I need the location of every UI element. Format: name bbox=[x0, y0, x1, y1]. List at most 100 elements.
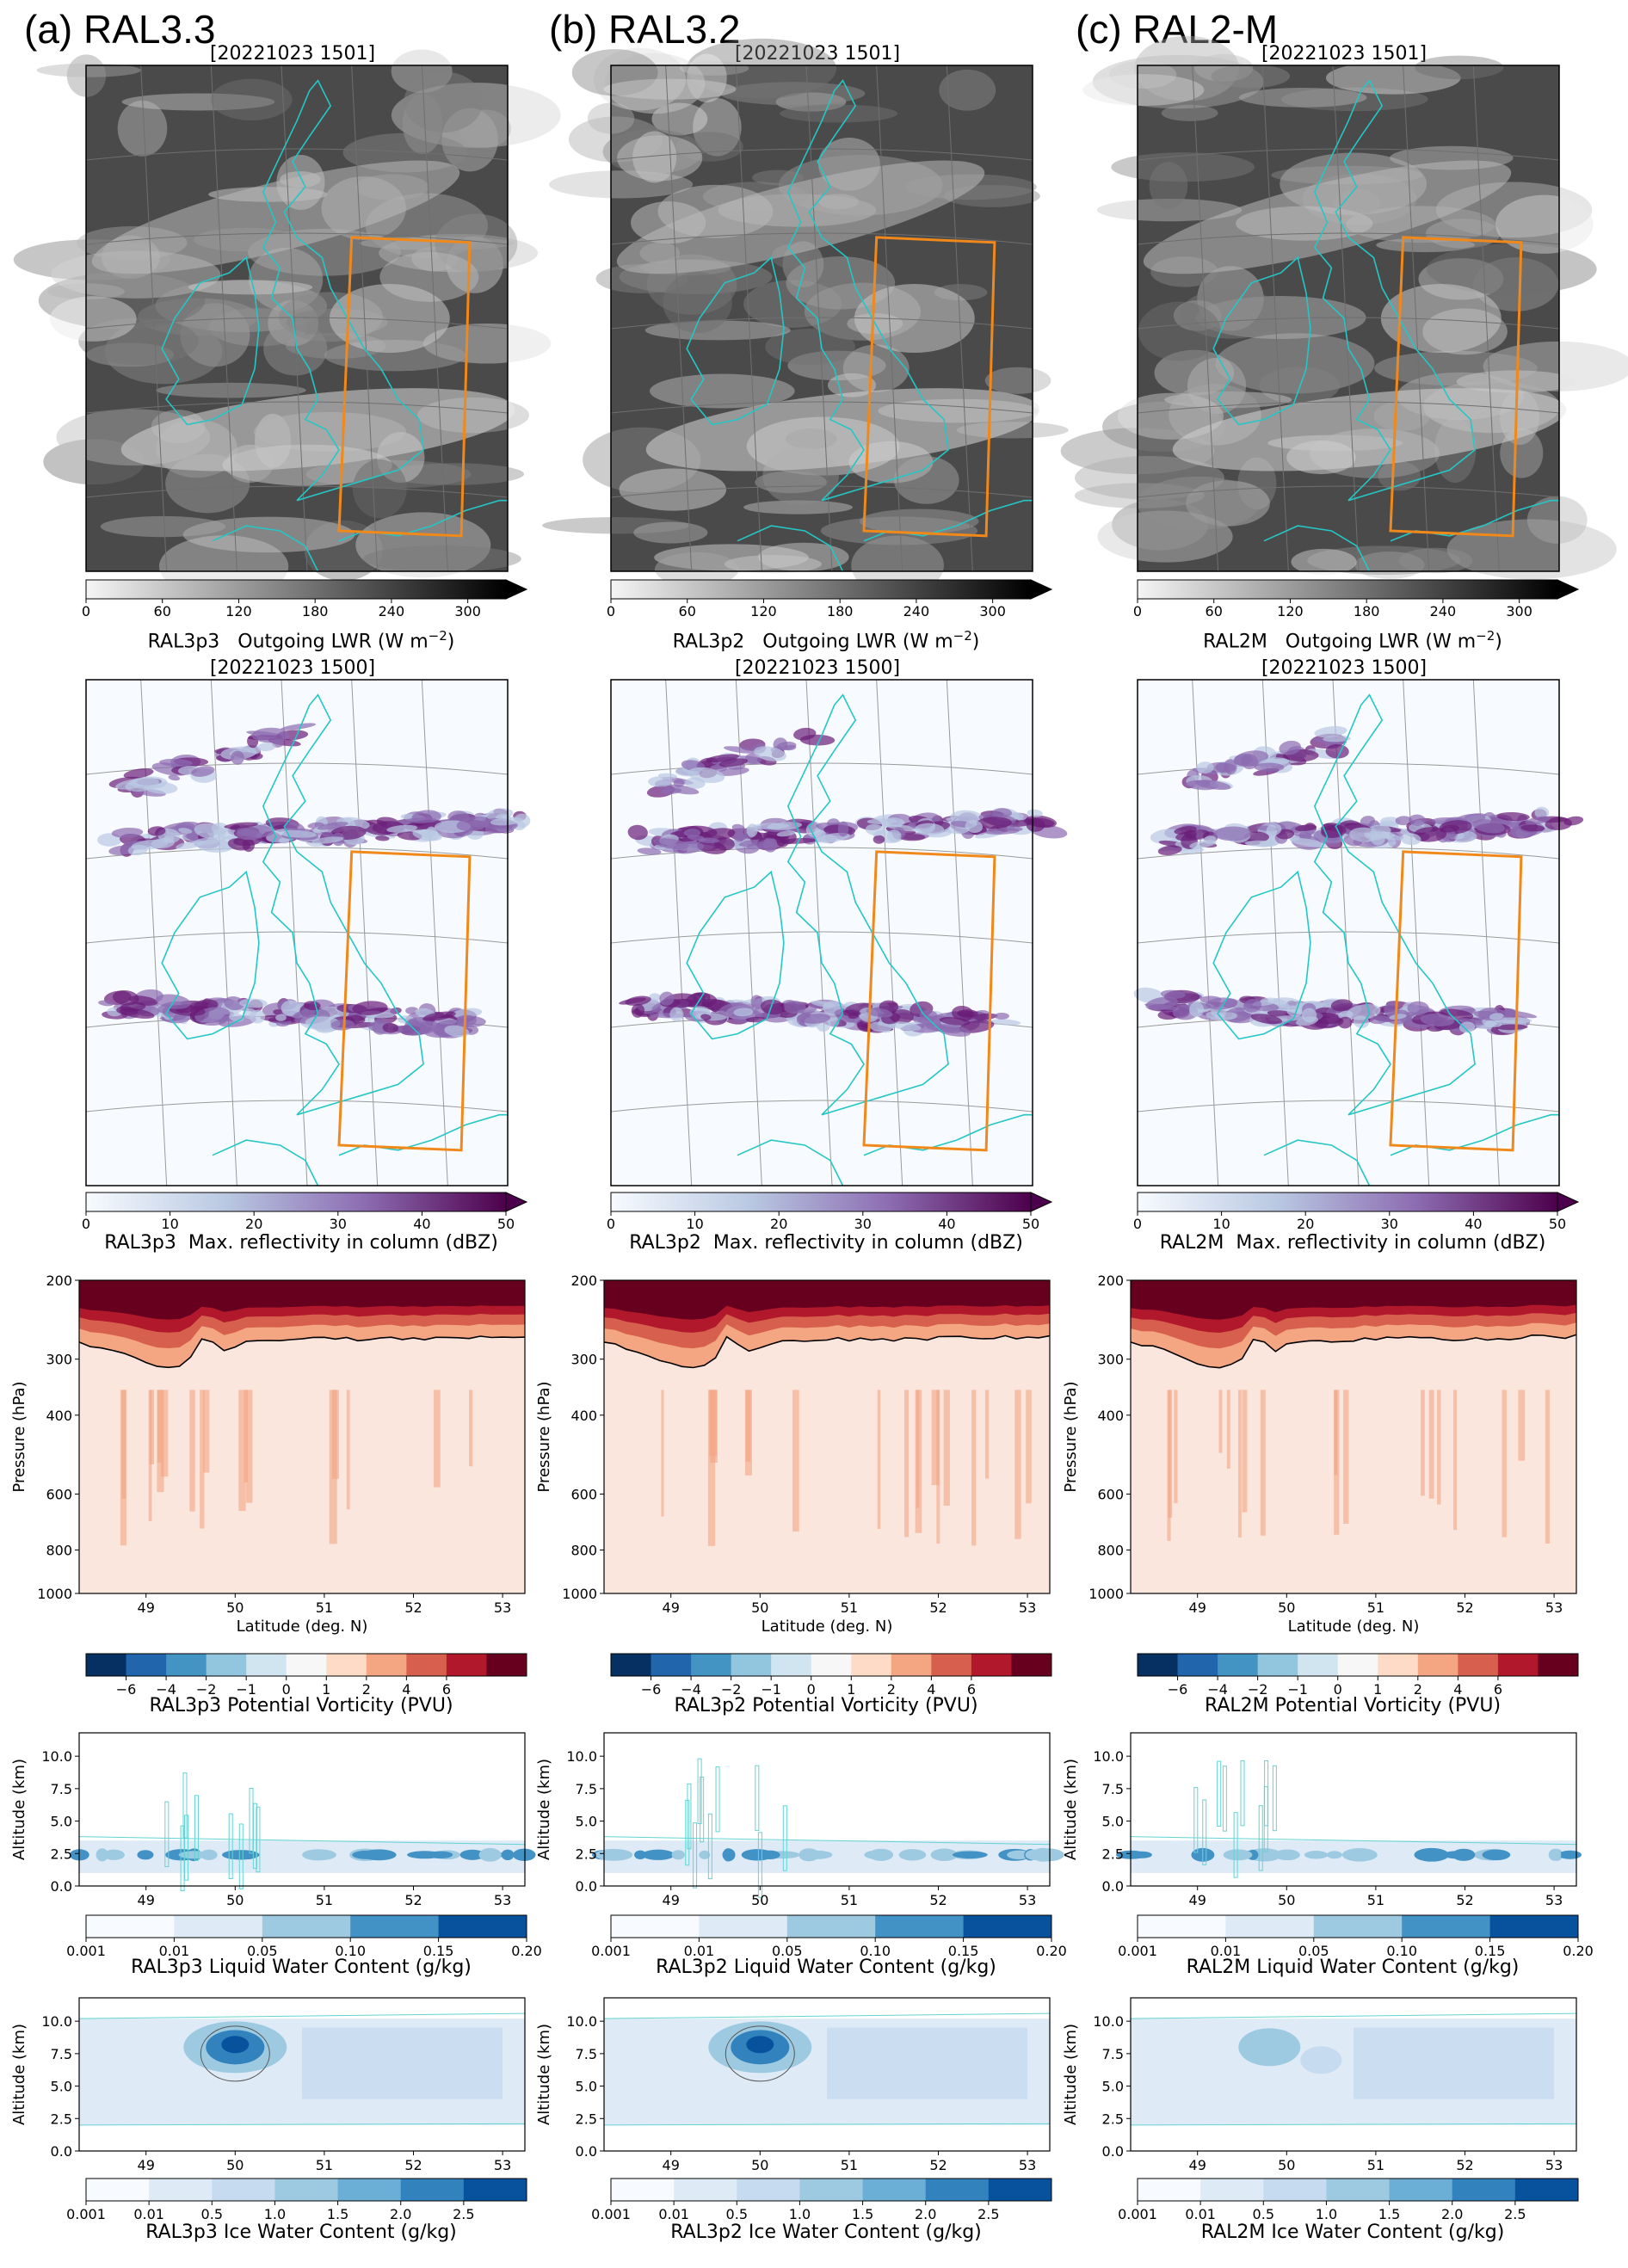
colorbar-outline bbox=[610, 2178, 1052, 2202]
colorbar-tick-label: 2.0 bbox=[915, 2206, 936, 2222]
pv-ytick-label: 300 bbox=[570, 1352, 597, 1368]
colorbar-swatch bbox=[149, 2179, 213, 2201]
pv-streak bbox=[1518, 1390, 1526, 1461]
pv-xlabel: Latitude (deg. N) bbox=[1288, 1618, 1420, 1636]
lwr-map-background bbox=[86, 65, 508, 571]
colorbar-tick-label: 30 bbox=[854, 1216, 872, 1232]
colorbar-swatch bbox=[1298, 1654, 1339, 1676]
lwc-xtick-label: 51 bbox=[316, 1892, 333, 1908]
lwc-ylabel: Altitude (km) bbox=[1062, 1759, 1080, 1860]
lwc-xtick-label: 52 bbox=[1456, 1892, 1473, 1908]
pv-ytick-label: 800 bbox=[570, 1543, 597, 1559]
map-gridlines bbox=[85, 65, 509, 572]
lwc-ytick-label: 2.5 bbox=[576, 1846, 597, 1862]
pv-streak bbox=[203, 1390, 210, 1473]
colorbar-tick-label: 20 bbox=[1297, 1216, 1314, 1232]
lwc-xtick-label: 49 bbox=[663, 1892, 680, 1908]
colorbar-swatch bbox=[286, 1654, 327, 1676]
colorbar-tick-label: 300 bbox=[454, 603, 481, 619]
colorbar-tick-label: 0 bbox=[1133, 603, 1142, 619]
colorbar-tick-label: −1 bbox=[761, 1681, 781, 1698]
pv-xlabel: Latitude (deg. N) bbox=[237, 1618, 368, 1636]
colorbar-swatch bbox=[206, 1654, 247, 1676]
lwc-field bbox=[1116, 1760, 1582, 1878]
lwr-map-background bbox=[611, 65, 1033, 571]
colorbar-swatch bbox=[1263, 2179, 1327, 2201]
colorbar-swatch bbox=[1497, 1654, 1539, 1676]
pv-ytick-label: 600 bbox=[1097, 1486, 1124, 1502]
lwr-map-frame bbox=[1137, 65, 1560, 572]
colorbar-tick-label: 0 bbox=[82, 1216, 90, 1232]
lwc-xtick-label: 49 bbox=[1189, 1892, 1206, 1908]
pv-xtick-label: 49 bbox=[1189, 1599, 1206, 1616]
colorbar-tick-label: 180 bbox=[827, 603, 854, 619]
lwc-ytick-label: 5.0 bbox=[1102, 1814, 1124, 1830]
colorbar-tick-label: 2.5 bbox=[1504, 2206, 1526, 2222]
colorbar-swatch bbox=[1257, 1654, 1298, 1676]
coastline-lwr-b bbox=[686, 79, 1033, 572]
colorbar-extend-arrow bbox=[505, 1192, 528, 1212]
lwc-colorbar-c: 0.001 0.01 0.05 0.10 0.15 0.20 bbox=[1118, 1914, 1594, 1959]
pv-xtick-label: 50 bbox=[1278, 1599, 1295, 1616]
iwc-ytick-label: 7.5 bbox=[1102, 2046, 1124, 2062]
pv-streak bbox=[1502, 1390, 1507, 1538]
pv-streak bbox=[469, 1390, 473, 1467]
iwc-xtick-label: 53 bbox=[1545, 2157, 1563, 2173]
iwc-ylabel: Altitude (km) bbox=[10, 2024, 28, 2125]
colorbar-tick-label: 0.15 bbox=[948, 1943, 979, 1959]
colorbar-swatch bbox=[1313, 1915, 1403, 1938]
colorbar-swatch bbox=[126, 1654, 167, 1676]
colorbar-tick-label: 20 bbox=[770, 1216, 787, 1232]
iwc-ytick-label: 10.0 bbox=[566, 2013, 597, 2030]
pv-streak bbox=[943, 1390, 950, 1507]
colorbar-tick-label: 20 bbox=[245, 1216, 262, 1232]
pv-axes-frame bbox=[603, 1279, 1051, 1594]
lwc-cross-section-b: 0.0 2.5 5.0 7.5 10.0 49 50 51 52 53 Altitude (km) bbox=[535, 1732, 1064, 1908]
iwc-ytick-label: 10.0 bbox=[41, 2013, 72, 2030]
pv-ytick-label: 300 bbox=[1097, 1352, 1124, 1368]
colorbar-tick-label: 1 bbox=[1373, 1681, 1382, 1698]
domain-box-refl-c bbox=[1389, 850, 1523, 1152]
iwc-ytick-label: 10.0 bbox=[1093, 2013, 1124, 2030]
pv-ytick-label: 200 bbox=[46, 1273, 72, 1289]
colorbar-gradient bbox=[610, 579, 1032, 600]
colorbar-tick-label: 2.5 bbox=[977, 2206, 999, 2222]
lwr-colorbar-c: 0 60 120 180 240 300 bbox=[1133, 579, 1580, 619]
colorbar-tick-label: 50 bbox=[1022, 1216, 1039, 1232]
lwc-colorbar-label-b: RAL3p2 Liquid Water Content (g/kg) bbox=[656, 1957, 996, 1978]
colorbar-swatch bbox=[274, 2179, 339, 2201]
lwc-axes-frame bbox=[603, 1732, 1051, 1887]
pv-ytick-label: 400 bbox=[570, 1408, 597, 1424]
colorbar-tick-label: 1.5 bbox=[327, 2206, 348, 2222]
lwc-ylabel: Altitude (km) bbox=[535, 1759, 553, 1860]
iwc-field bbox=[78, 2012, 526, 2126]
colorbar-tick-label: 50 bbox=[497, 1216, 515, 1232]
colorbar-swatch bbox=[174, 1915, 263, 1938]
colorbar-tick-label: 0.10 bbox=[1386, 1943, 1417, 1959]
colorbar-tick-label: 4 bbox=[927, 1681, 935, 1698]
colorbar-tick-label: 0 bbox=[607, 1216, 615, 1232]
pv-xtick-label: 53 bbox=[494, 1599, 511, 1616]
pv-streak bbox=[744, 1390, 752, 1476]
colorbar-tick-label: 0.001 bbox=[1118, 2206, 1157, 2222]
colorbar-tick-label: 4 bbox=[402, 1681, 410, 1698]
colorbar-tick-label: 10 bbox=[686, 1216, 703, 1232]
colorbar-tick-label: −2 bbox=[196, 1681, 217, 1698]
colorbar-swatch bbox=[611, 1654, 652, 1676]
iwc-ylabel: Altitude (km) bbox=[1062, 2024, 1080, 2125]
pv-colorbar-label-c: RAL2M Potential Vorticity (PVU) bbox=[1204, 1695, 1502, 1716]
pv-xtick-label: 49 bbox=[663, 1599, 680, 1616]
colorbar-swatch bbox=[406, 1654, 447, 1676]
colorbar-tick-label: 1 bbox=[322, 1681, 330, 1698]
colorbar-swatch bbox=[611, 1915, 700, 1938]
iwc-xtick-label: 50 bbox=[226, 2157, 244, 2173]
colorbar-swatch bbox=[963, 1915, 1052, 1938]
iwc-colorbar-b: 0.001 0.01 0.5 1.0 1.5 2.0 2.5 bbox=[591, 2178, 1052, 2222]
iwc-ytick-label: 2.5 bbox=[576, 2111, 597, 2127]
colorbar-tick-label: 1.0 bbox=[1316, 2206, 1337, 2222]
colorbar-swatch bbox=[851, 1654, 892, 1676]
lwr-map-panel-c bbox=[1060, 35, 1628, 580]
pv-streak bbox=[936, 1390, 940, 1544]
colorbar-swatch bbox=[691, 1654, 732, 1676]
colorbar-swatch bbox=[875, 1915, 965, 1938]
